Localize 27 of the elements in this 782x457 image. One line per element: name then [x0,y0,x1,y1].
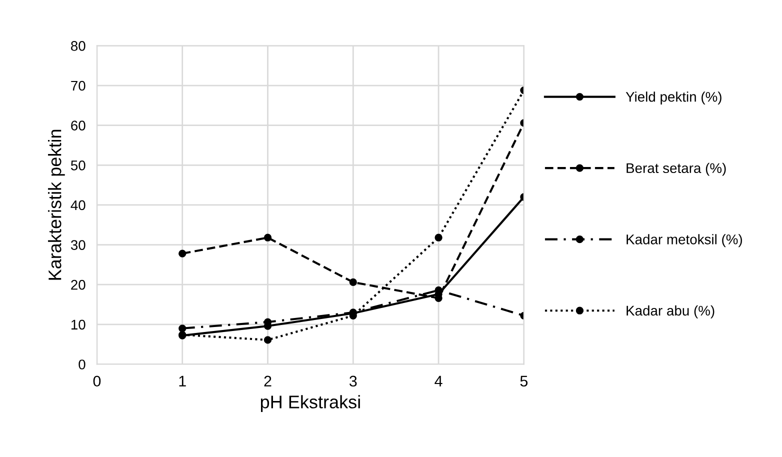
y-tick-label: 50 [70,160,86,170]
x-tick-label: 0 [93,376,101,387]
point [349,278,357,286]
y-axis-title: Karakteristik pektin [48,130,65,280]
point [178,324,186,332]
x-tick-label: 5 [520,376,528,387]
y-tick-label: 40 [70,200,86,210]
y-tick-label: 60 [71,120,86,130]
y-tick-label: 10 [71,320,86,330]
y-tick-label: 20 [71,280,86,290]
legend-label: Berat setara (%) [626,162,726,176]
point [264,234,272,242]
y-tick-label: 70 [71,80,86,91]
point [178,250,186,258]
x-tick-label: 3 [349,376,357,387]
y-tick-label: 0 [78,360,86,370]
legend-label: Yield pektin (%) [626,92,722,105]
x-tick-label: 1 [179,376,186,386]
x-tick-label: 4 [434,376,442,386]
y-tick-label: 30 [70,240,86,250]
y-tick-label: 80 [71,41,86,51]
legend-label: Kadar metoksil (%) [626,234,742,248]
x-axis-title: pH Ekstraksi [260,395,360,412]
legend-label: Kadar abu (%) [626,305,714,318]
point [264,336,272,344]
point [434,234,442,242]
x-tick-label: 2 [264,376,272,386]
